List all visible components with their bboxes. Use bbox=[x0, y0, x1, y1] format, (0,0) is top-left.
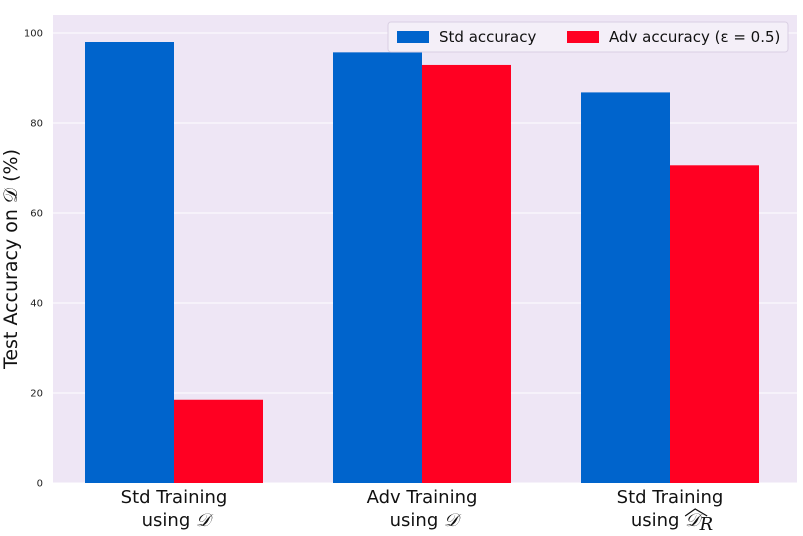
legend-swatch-std bbox=[397, 31, 429, 43]
x-category-label: Adv Training bbox=[367, 487, 478, 508]
bar-std-1 bbox=[85, 42, 174, 483]
x-category-label: Std Training bbox=[617, 487, 724, 508]
x-category-label: Std Training bbox=[121, 487, 228, 508]
y-tick-label: 60 bbox=[30, 209, 43, 220]
bar-adv-1 bbox=[174, 399, 263, 483]
legend: Std accuracy Adv accuracy (ε = 0.5) bbox=[387, 21, 789, 53]
legend-label-std: Std accuracy bbox=[439, 28, 536, 46]
x-category-sublabel: using 𝒟 bbox=[390, 510, 462, 531]
bar-std-2 bbox=[333, 52, 422, 483]
bar-adv-3 bbox=[670, 165, 759, 484]
bar-std-3 bbox=[581, 92, 670, 484]
bar-adv-2 bbox=[422, 64, 511, 483]
x-category-sublabel: using 𝒟 bbox=[142, 510, 214, 531]
y-tick-label: 20 bbox=[30, 389, 43, 400]
hat-accent bbox=[684, 508, 708, 517]
legend-label-adv: Adv accuracy (ε = 0.5) bbox=[609, 28, 780, 46]
y-tick-label: 100 bbox=[24, 29, 43, 40]
legend-swatch-adv bbox=[567, 31, 599, 43]
y-axis-ticks: 0 20 40 60 80 100 bbox=[24, 29, 43, 490]
y-axis-label: Test Accuracy on 𝒟 (%) bbox=[0, 149, 22, 370]
y-tick-label: 40 bbox=[30, 299, 43, 310]
x-category-sublabel: using 𝒟R bbox=[631, 510, 713, 535]
y-tick-label: 80 bbox=[30, 119, 43, 130]
bars bbox=[85, 42, 759, 484]
y-tick-label: 0 bbox=[37, 479, 43, 490]
